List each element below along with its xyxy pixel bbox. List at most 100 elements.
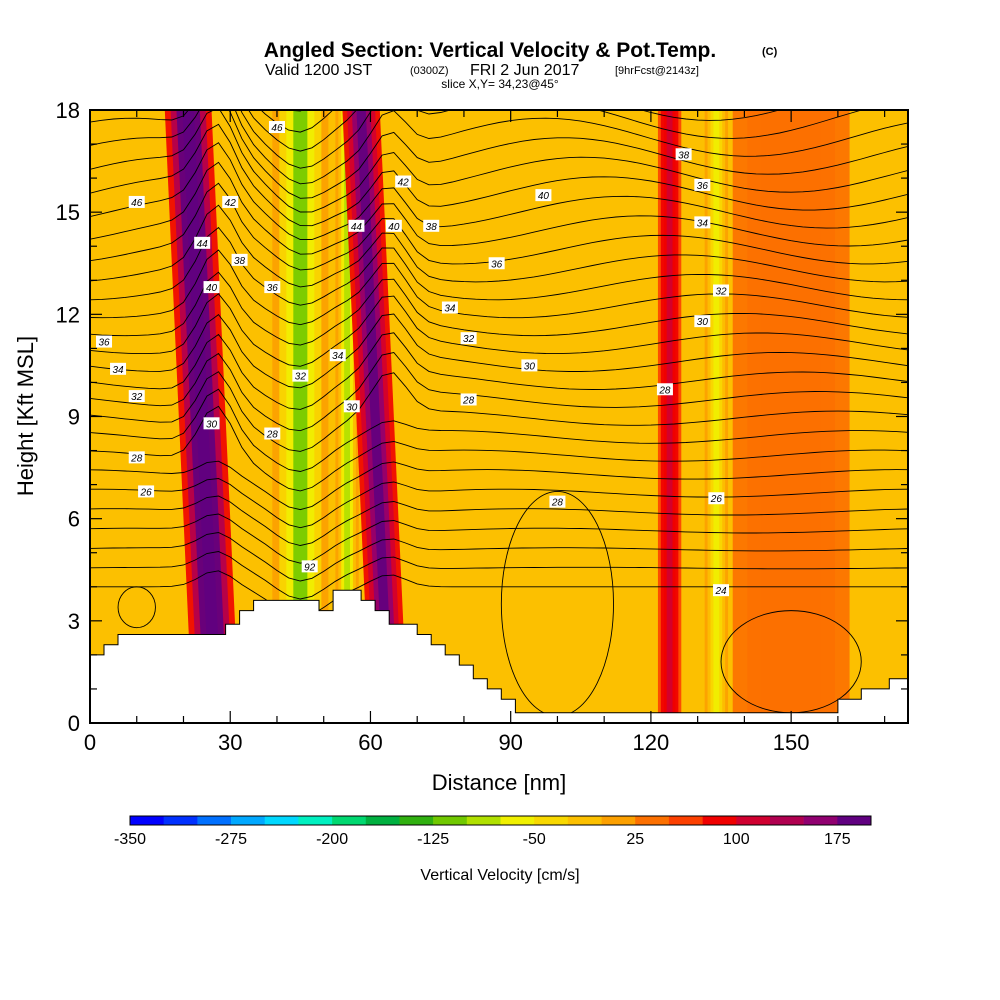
contour-label: 36 xyxy=(694,178,711,192)
contour-label: 36 xyxy=(264,281,281,294)
colorbar-swatch xyxy=(803,816,838,825)
theta-contours xyxy=(90,110,908,717)
velocity-band-6 xyxy=(704,110,729,723)
colorbar-swatch xyxy=(399,816,434,825)
colorbar-swatch xyxy=(197,816,232,825)
theta-contour xyxy=(90,570,908,618)
contour-label-text: 46 xyxy=(271,123,283,134)
y-axis-label: Height [Kft MSL] xyxy=(13,336,38,496)
contour-label-text: 32 xyxy=(295,372,307,383)
contour-label-text: 38 xyxy=(678,150,690,161)
contour-label: 28 xyxy=(549,495,566,509)
velocity-band-strip xyxy=(713,110,720,723)
theta-contour xyxy=(90,313,908,389)
x-tick-label: 90 xyxy=(498,730,522,755)
plot-area: 46 46 42 44 38 40 36 44 42 40 38 40 36 34 32 30 28 38 36 34… xyxy=(90,110,908,723)
contour-label: 34 xyxy=(441,301,458,315)
contour-label-text: 32 xyxy=(463,334,475,345)
colorbar-tick-label: -350 xyxy=(114,831,146,848)
theta-contour-closed xyxy=(117,586,156,629)
contour-label: 28 xyxy=(460,393,477,406)
contour-label-text: 40 xyxy=(206,283,218,294)
contour-label-box xyxy=(460,393,477,406)
contour-label-box xyxy=(348,219,365,232)
velocity-bands xyxy=(164,110,850,723)
y-tick-label: 12 xyxy=(56,302,80,327)
contour-label-text: 36 xyxy=(697,181,709,192)
y-tick-label: 0 xyxy=(68,711,80,736)
theta-contour xyxy=(90,352,908,432)
contour-label: 40 xyxy=(535,189,552,202)
contour-label: 34 xyxy=(329,349,346,362)
valid-date: FRI 2 Jun 2017 xyxy=(470,62,580,79)
contour-label-text: 28 xyxy=(266,430,279,441)
theta-contour xyxy=(90,110,908,199)
theta-contour xyxy=(240,110,864,169)
contour-label: 32 xyxy=(128,390,145,403)
velocity-band-5 xyxy=(657,110,682,723)
contour-label: 26 xyxy=(138,485,155,498)
contour-label-box xyxy=(708,492,725,505)
contour-label-box xyxy=(675,148,692,161)
contour-label: 30 xyxy=(694,315,711,328)
theta-contour xyxy=(90,110,908,185)
velocity-band-7 xyxy=(732,110,850,723)
colorbar-swatch xyxy=(163,816,198,825)
colorbar-swatch xyxy=(466,816,501,825)
y-tick-label: 3 xyxy=(68,609,80,634)
colorbar-swatch xyxy=(702,816,737,825)
contour-label-text: 40 xyxy=(538,191,550,202)
contour-label-text: 42 xyxy=(398,178,410,189)
y-tick-label: 18 xyxy=(56,98,80,123)
contour-label: 32 xyxy=(713,284,730,297)
terrain xyxy=(90,589,908,723)
theta-contour xyxy=(90,371,908,452)
theta-contour xyxy=(90,388,908,472)
contour-label-text: 28 xyxy=(658,385,671,396)
contour-label-text: 34 xyxy=(112,365,124,376)
contour-label: 28 xyxy=(656,383,673,396)
contour-label-box xyxy=(713,284,730,297)
contour-label-text: 40 xyxy=(388,222,400,233)
contour-label-box xyxy=(423,219,440,232)
contour-label: 40 xyxy=(203,281,220,294)
velocity-band-strip xyxy=(356,110,394,723)
x-axis-label: Distance [nm] xyxy=(432,770,567,795)
theta-contour xyxy=(90,513,908,564)
contour-label-text: 28 xyxy=(130,453,143,464)
contour-label-box xyxy=(222,195,239,208)
contour-label-box xyxy=(301,560,318,573)
contour-label-box xyxy=(694,315,711,328)
contour-label-text: 92 xyxy=(304,562,316,573)
x-tick-label: 0 xyxy=(84,730,96,755)
valid-time: Valid 1200 JST xyxy=(265,62,373,79)
contour-label-box xyxy=(264,281,281,294)
contour-label-text: 46 xyxy=(131,198,143,209)
contour-label: 38 xyxy=(675,148,692,161)
colorbar-tick-label: 100 xyxy=(723,831,750,848)
contour-label-box xyxy=(385,219,402,232)
theta-contour xyxy=(90,249,908,326)
y-tick-label: 9 xyxy=(68,405,80,430)
contour-label-box xyxy=(441,301,458,314)
slice-label: slice X,Y= 34,23@45° xyxy=(441,77,559,91)
colorbar-swatch xyxy=(130,816,164,825)
contour-label: 34 xyxy=(110,362,127,376)
theta-contour xyxy=(90,460,908,511)
colorbar-swatch xyxy=(365,816,400,825)
contour-label: 42 xyxy=(222,195,239,209)
theta-contour xyxy=(90,110,908,213)
theta-contour xyxy=(90,271,908,346)
colorbar-swatch xyxy=(298,816,333,825)
contour-label-box xyxy=(292,369,309,382)
contour-label-text: 24 xyxy=(714,586,727,597)
contour-label-box xyxy=(128,195,145,208)
velocity-band-4 xyxy=(342,110,408,723)
colorbar-tick-label: -200 xyxy=(316,831,348,848)
contour-label: 44 xyxy=(194,236,211,250)
colorbar-swatch xyxy=(264,816,299,825)
contour-label-text: 36 xyxy=(267,283,279,294)
theta-contour xyxy=(90,405,908,492)
contour-label-box xyxy=(694,178,711,191)
